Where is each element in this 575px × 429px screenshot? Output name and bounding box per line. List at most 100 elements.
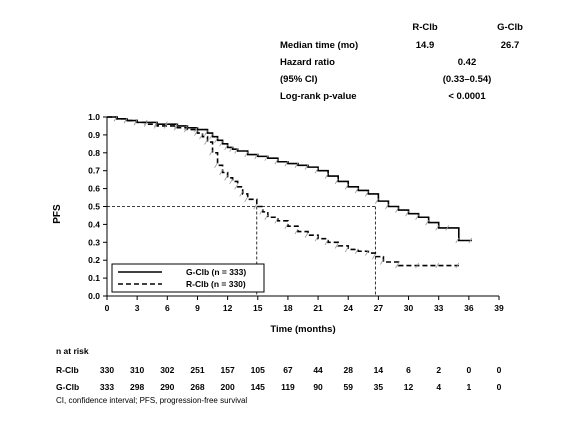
censor-mark (209, 150, 213, 156)
stat-label: Hazard ratio (280, 57, 335, 68)
x-tick-label: 39 (494, 303, 504, 313)
at-risk-value: 310 (130, 365, 145, 375)
censor-mark (224, 175, 228, 181)
censor-mark (375, 198, 379, 204)
censor-mark (123, 117, 128, 124)
at-risk-value: 330 (99, 365, 115, 375)
censor-mark (264, 155, 269, 161)
censor-mark (239, 191, 244, 197)
series-line-r-clb (107, 116, 459, 267)
censor-mark (194, 130, 198, 136)
censor-mark (415, 262, 419, 269)
at-risk-value: 67 (283, 365, 293, 375)
censor-mark (133, 119, 138, 126)
stat-value: 26.7 (500, 40, 520, 51)
y-tick-label: 0.4 (88, 219, 100, 229)
stat-label: Median time (mo) (280, 40, 359, 51)
y-tick-label: 0.2 (88, 255, 100, 265)
censor-mark (194, 126, 198, 133)
censor-mark (344, 246, 349, 253)
at-risk-value: 333 (99, 382, 115, 392)
censor-mark (204, 139, 208, 145)
x-tick-label: 15 (253, 303, 263, 313)
survival-curves (107, 116, 473, 269)
censor-mark (274, 218, 279, 224)
censor-mark (259, 209, 264, 215)
km-chart: 0.00.10.20.30.40.50.60.70.80.91.00 3 6 9 12 1… (52, 112, 504, 335)
censor-mark (244, 196, 249, 203)
censor-mark (234, 148, 239, 154)
censor-mark (395, 262, 399, 269)
at-risk-value: 298 (130, 382, 145, 392)
column-header-g-clb: G-Clb (497, 22, 523, 33)
chart-axes: 0.00.10.20.30.40.50.60.70.80.91.00 3 6 9 12 1… (88, 112, 504, 313)
at-risk-value: 290 (160, 382, 175, 392)
series-line-g-clb (107, 116, 472, 242)
at-risk-value: 28 (343, 365, 353, 375)
censor-mark (324, 173, 329, 179)
at-risk-value: 200 (220, 382, 235, 392)
censor-mark (405, 210, 409, 217)
x-tick-label: 3 (135, 303, 140, 313)
censor-mark (354, 248, 359, 254)
censor-mark (415, 214, 419, 220)
at-risk-value: 12 (403, 382, 414, 392)
y-axis-label: PFS (52, 204, 63, 224)
censor-mark (209, 133, 213, 140)
censor-mark (199, 133, 203, 140)
censor-mark (455, 262, 460, 269)
legend-label: G-Clb (n = 333) (186, 267, 246, 277)
censor-mark (435, 225, 440, 231)
at-risk-value: 14 (373, 365, 384, 375)
censor-mark (224, 144, 228, 151)
censor-mark (284, 160, 289, 167)
x-tick-label: 33 (434, 303, 444, 313)
footnote: CI, confidence interval; PFS, progressio… (56, 396, 248, 405)
x-tick-label: 12 (223, 303, 233, 313)
censor-mark (229, 178, 233, 185)
x-axis-label: Time (months) (270, 324, 335, 335)
censor-mark (163, 123, 168, 129)
censor-mark (219, 169, 223, 176)
chart-legend: G-Clb (n = 333) R-Clb (n = 330) (111, 263, 265, 293)
censor-mark (254, 153, 259, 160)
censor-mark (334, 178, 339, 185)
censor-mark (153, 121, 158, 127)
censor-mark (455, 237, 460, 244)
censor-mark (304, 164, 309, 170)
at-risk-value: 1 (466, 382, 472, 392)
y-tick-label: 0.7 (88, 166, 100, 176)
x-tick-label: 24 (343, 303, 353, 313)
x-tick-label: 21 (313, 303, 323, 313)
at-risk-row-label: R-Clb (56, 365, 79, 375)
censor-mark (468, 237, 473, 244)
x-tick-label: 9 (195, 303, 200, 313)
censor-mark (204, 130, 208, 136)
censor-mark (143, 121, 148, 127)
y-tick-label: 0.6 (88, 184, 100, 194)
x-tick-label: 0 (105, 303, 110, 313)
stat-value: < 0.0001 (448, 91, 486, 102)
censor-mark (385, 203, 389, 210)
at-risk-row-label: G-Clb (56, 382, 80, 392)
at-risk-value: 59 (343, 382, 353, 392)
at-risk-value: 0 (496, 365, 502, 375)
at-risk-value: 35 (373, 382, 384, 392)
at-risk-value: 268 (190, 382, 205, 392)
censor-mark (395, 207, 399, 213)
x-tick-label: 36 (464, 303, 474, 313)
censor-mark (274, 159, 279, 165)
column-header-r-clb: R-Clb (412, 22, 438, 33)
censor-mark (304, 232, 309, 238)
stats-table: R-Clb G-Clb Median time (mo) 14.9 26.7 H… (0, 0, 575, 110)
censor-mark (153, 123, 158, 129)
censor-mark (314, 167, 319, 174)
censor-mark (324, 239, 329, 246)
legend-box (111, 263, 265, 293)
censor-mark (264, 214, 269, 220)
y-tick-label: 1.0 (88, 112, 100, 122)
y-tick-label: 0.5 (88, 202, 100, 212)
censor-mark (229, 146, 233, 152)
censor-mark (425, 219, 429, 226)
censor-mark (372, 253, 376, 260)
